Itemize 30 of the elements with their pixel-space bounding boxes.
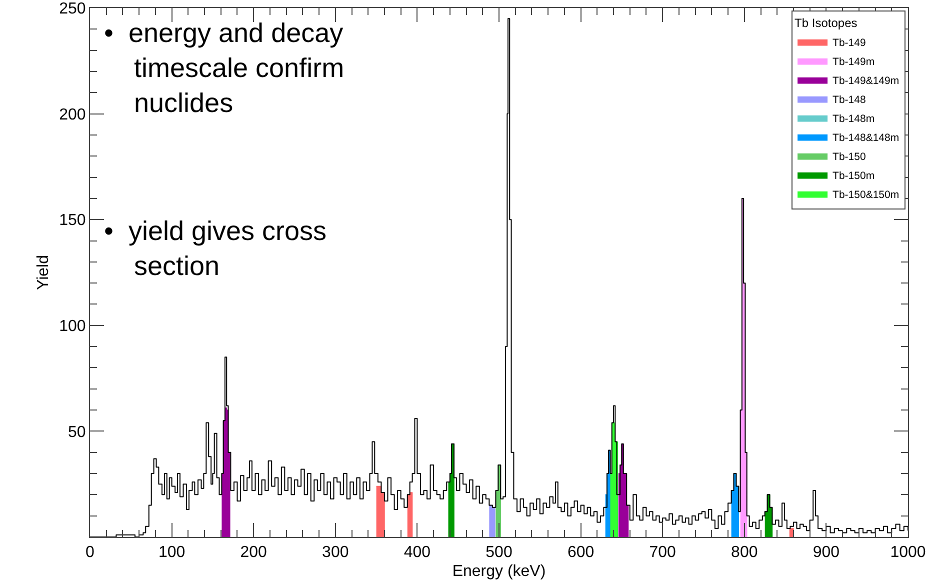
x-tick-label: 900 <box>812 544 840 562</box>
x-tick-label: 300 <box>322 544 349 562</box>
annotation: • yield gives cross section <box>104 216 327 282</box>
x-axis-title: Energy (keV) <box>452 562 546 580</box>
x-tick-label: 200 <box>240 544 268 562</box>
y-tick-label: 100 <box>59 318 86 335</box>
y-tick-label: 150 <box>59 212 86 230</box>
x-tick-label: 700 <box>649 544 676 562</box>
legend-label: Tb-150m <box>832 170 875 182</box>
annotation: • energy and decay timescale confirm nuclides <box>104 18 344 118</box>
x-tick-label: 100 <box>158 544 186 562</box>
x-tick-label: 1000 <box>890 544 926 562</box>
x-tick-label: 800 <box>731 544 758 562</box>
legend-label: Tb-148&148m <box>832 132 900 144</box>
x-tick-label: 600 <box>567 544 594 562</box>
legend-label: Tb-149&149m <box>832 74 900 87</box>
legend-label: Tb-150&150m <box>832 188 900 201</box>
y-tick-label: 50 <box>68 424 86 441</box>
legend-label: Tb-148 <box>832 94 866 106</box>
y-tick-label: 250 <box>59 0 86 18</box>
legend-label: Tb-148m <box>832 112 875 125</box>
x-tick-label: 0 <box>86 544 95 562</box>
legend-label: Tb-149m <box>832 56 875 68</box>
legend-title: Tb Isotopes <box>794 16 858 30</box>
y-axis-title: Yield <box>35 255 52 290</box>
legend-label: Tb-149 <box>832 36 866 49</box>
x-tick-label: 400 <box>404 544 431 562</box>
legend-label: Tb-150 <box>832 150 866 163</box>
x-tick-label: 500 <box>486 544 512 562</box>
y-tick-label: 200 <box>59 106 86 124</box>
